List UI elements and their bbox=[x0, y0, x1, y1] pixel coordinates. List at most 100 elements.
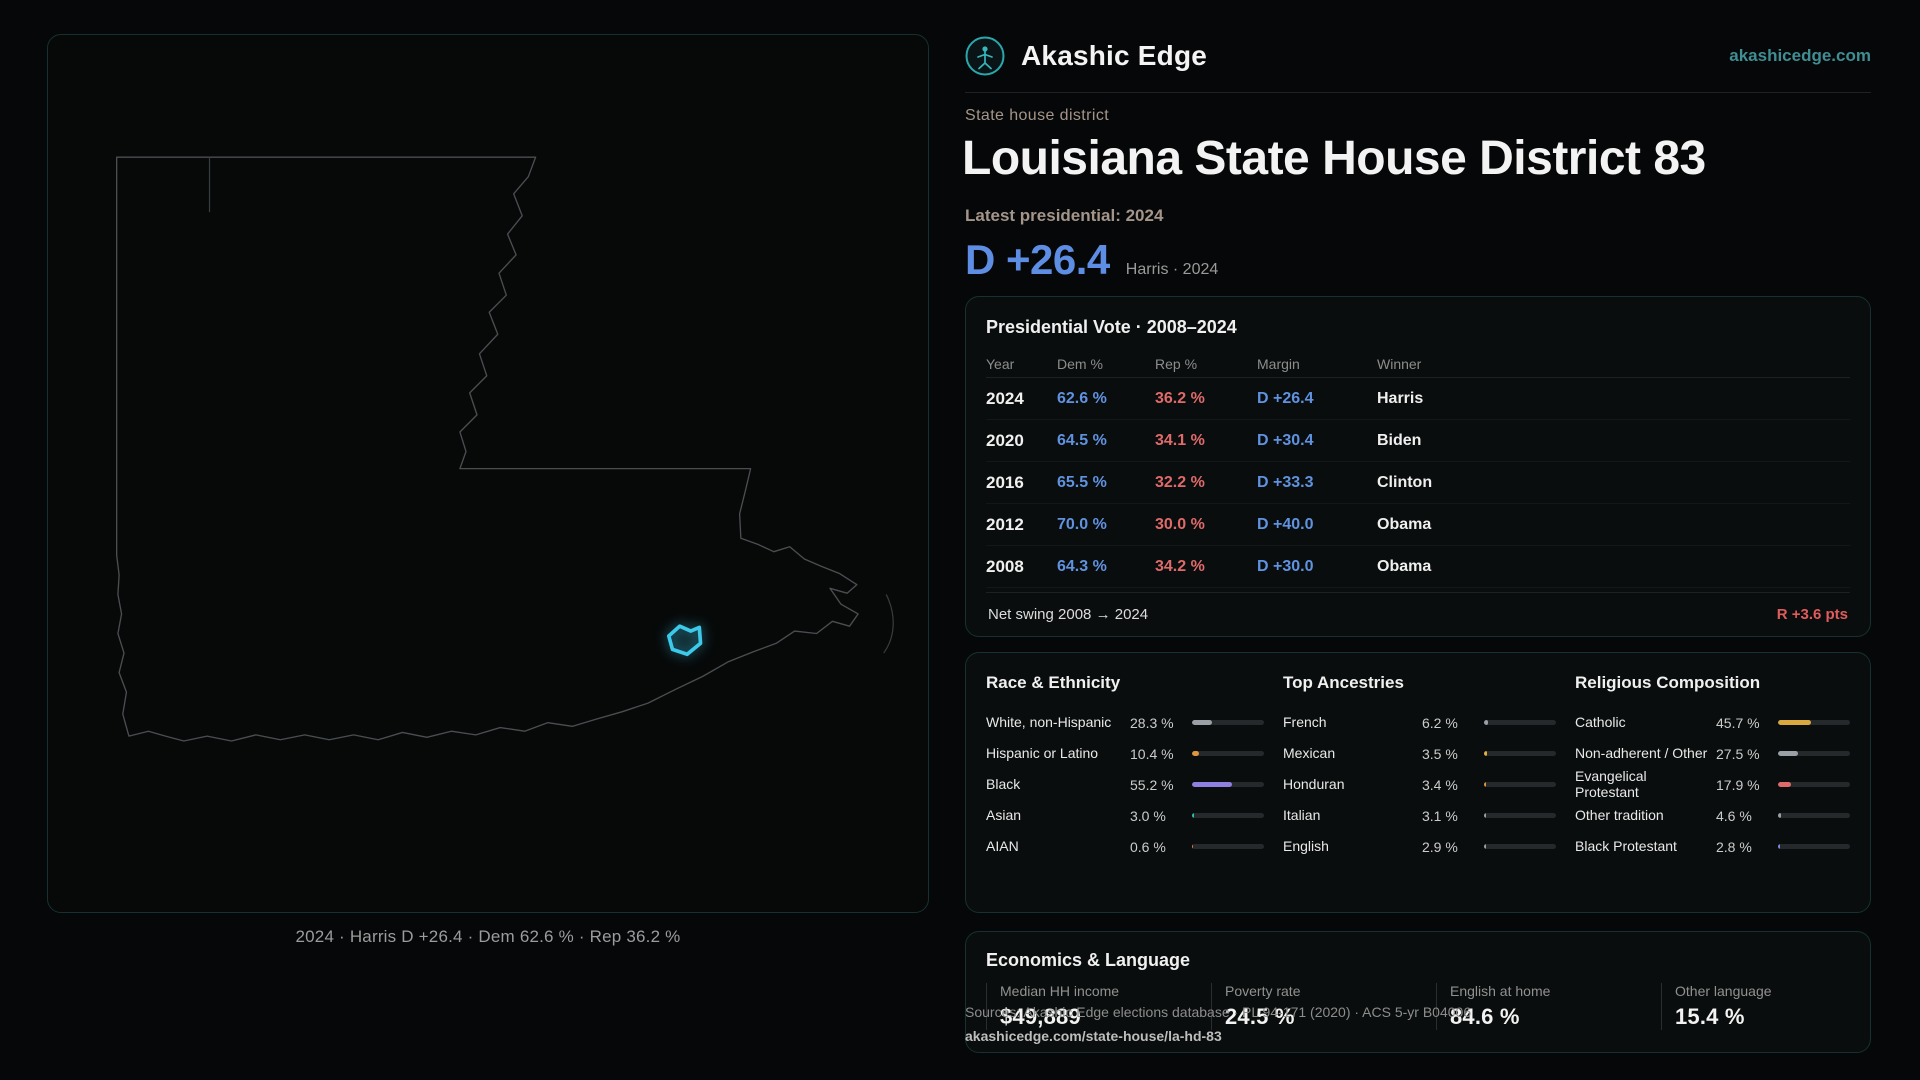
stat-other-language: Other language 15.4 % bbox=[1661, 983, 1850, 1030]
stat-value: 24.5 % bbox=[1225, 1004, 1295, 1029]
winner-cell: Obama bbox=[1377, 557, 1432, 575]
winner-cell: Biden bbox=[1377, 431, 1422, 449]
stat-value: 27.5 % bbox=[1716, 745, 1760, 762]
stat-label: French bbox=[1283, 713, 1327, 730]
stat-bar bbox=[1192, 782, 1264, 787]
religion-item: Non-adherent / Other 27.5 % bbox=[1575, 738, 1850, 769]
religion-item: Other tradition 4.6 % bbox=[1575, 800, 1850, 831]
dem-cell: 65.5 % bbox=[1057, 473, 1107, 491]
year-cell: 2020 bbox=[986, 430, 1024, 450]
religion-title: Religious Composition bbox=[1575, 673, 1761, 692]
stat-bar bbox=[1778, 720, 1850, 725]
brand-header: Akashic Edge akashicedge.com bbox=[965, 34, 1871, 78]
presidential-vote-panel: Presidential Vote · 2008–2024 Year Dem %… bbox=[965, 296, 1871, 637]
stat-poverty-rate: Poverty rate 24.5 % bbox=[1211, 983, 1436, 1030]
pres-row-2024: 2024 62.6 % 36.2 % D +26.4 Harris bbox=[986, 378, 1850, 420]
dem-cell: 62.6 % bbox=[1057, 389, 1107, 407]
stat-value: 15.4 % bbox=[1675, 1004, 1745, 1029]
stat-median-income: Median HH income $49,889 bbox=[986, 983, 1211, 1030]
religion-item: Black Protestant 2.8 % bbox=[1575, 831, 1850, 862]
ancestries-column: Top Ancestries French 6.2 % Mexican 3.5 … bbox=[1283, 673, 1556, 862]
economics-panel: Economics & Language Median HH income $4… bbox=[965, 931, 1871, 1053]
latest-presidential-label: Latest presidential: 2024 bbox=[965, 206, 1164, 225]
stat-value: 17.9 % bbox=[1716, 776, 1760, 793]
rep-cell: 36.2 % bbox=[1155, 389, 1205, 407]
stat-label: Evangelical Protestant bbox=[1575, 768, 1647, 800]
religion-column: Religious Composition Catholic 45.7 % No… bbox=[1575, 673, 1850, 862]
stat-label: Hispanic or Latino bbox=[986, 744, 1099, 761]
stat-value: 28.3 % bbox=[1130, 714, 1174, 731]
page-title: Louisiana State House District 83 bbox=[962, 132, 1706, 185]
stat-label: Catholic bbox=[1575, 713, 1626, 730]
louisiana-map bbox=[116, 156, 894, 742]
header-divider bbox=[965, 92, 1871, 93]
pres-row-2016: 2016 65.5 % 32.2 % D +33.3 Clinton bbox=[986, 462, 1850, 504]
stat-bar bbox=[1484, 751, 1556, 756]
margin-cell: D +40.0 bbox=[1257, 515, 1314, 533]
ancestry-item: French 6.2 % bbox=[1283, 707, 1556, 738]
demographics-panel: Race & Ethnicity White, non-Hispanic 28.… bbox=[965, 652, 1871, 913]
race-item: Black 55.2 % bbox=[986, 769, 1264, 800]
headline-margin-row: D +26.4 Harris · 2024 bbox=[965, 236, 1218, 284]
headline-margin-value: D +26.4 bbox=[965, 236, 1110, 283]
presidential-panel-title: Presidential Vote · 2008–2024 bbox=[986, 317, 1237, 337]
stat-label: English bbox=[1283, 837, 1329, 854]
race-item: Asian 3.0 % bbox=[986, 800, 1264, 831]
stat-value: 3.4 % bbox=[1422, 776, 1458, 793]
map-panel bbox=[47, 34, 929, 913]
stat-bar bbox=[1484, 813, 1556, 818]
stat-value: 2.9 % bbox=[1422, 838, 1458, 855]
margin-cell: D +30.0 bbox=[1257, 557, 1314, 575]
stat-label: Other language bbox=[1675, 983, 1772, 999]
net-swing-row: Net swing 2008 → 2024 R +3.6 pts bbox=[986, 592, 1850, 636]
stat-bar bbox=[1484, 720, 1556, 725]
stat-label: Mexican bbox=[1283, 744, 1336, 761]
col-dem: Dem % bbox=[1057, 355, 1103, 372]
brand-site-link[interactable]: akashicedge.com bbox=[1729, 46, 1871, 65]
stat-value: 84.6 % bbox=[1450, 1004, 1520, 1029]
map-caption: 2024 · Harris D +26.4 · Dem 62.6 % · Rep… bbox=[295, 927, 681, 946]
stat-value: 3.5 % bbox=[1422, 745, 1458, 762]
stat-value: $49,889 bbox=[1000, 1004, 1081, 1029]
stat-value: 3.1 % bbox=[1422, 807, 1458, 824]
col-year: Year bbox=[986, 355, 1015, 372]
dem-cell: 64.5 % bbox=[1057, 431, 1107, 449]
dem-cell: 64.3 % bbox=[1057, 557, 1107, 575]
stat-value: 6.2 % bbox=[1422, 714, 1458, 731]
stat-label: Honduran bbox=[1283, 775, 1345, 792]
net-swing-label: Net swing 2008 → 2024 bbox=[988, 606, 1149, 623]
ancestry-item: Italian 3.1 % bbox=[1283, 800, 1556, 831]
stat-bar bbox=[1484, 782, 1556, 787]
stat-value: 55.2 % bbox=[1130, 776, 1174, 793]
stat-bar bbox=[1192, 720, 1264, 725]
stat-value: 3.0 % bbox=[1130, 807, 1166, 824]
year-cell: 2012 bbox=[986, 514, 1024, 534]
col-winner: Winner bbox=[1377, 355, 1422, 372]
margin-cell: D +26.4 bbox=[1257, 389, 1314, 407]
col-margin: Margin bbox=[1257, 355, 1300, 372]
pres-row-2020: 2020 64.5 % 34.1 % D +30.4 Biden bbox=[986, 420, 1850, 462]
sources-note: Sources: Akashic Edge elections database… bbox=[965, 1004, 1472, 1020]
stat-value: 2.8 % bbox=[1716, 838, 1752, 855]
brand-name: Akashic Edge bbox=[1021, 40, 1208, 71]
stat-label: Non-adherent / Other bbox=[1575, 744, 1708, 761]
stat-label: Median HH income bbox=[1000, 983, 1120, 999]
stat-english-at-home: English at home 84.6 % bbox=[1436, 983, 1661, 1030]
winner-cell: Clinton bbox=[1377, 473, 1433, 491]
margin-cell: D +30.4 bbox=[1257, 431, 1314, 449]
stat-label: Other tradition bbox=[1575, 807, 1664, 823]
stat-label: Black bbox=[986, 775, 1021, 792]
akashic-edge-logo-icon bbox=[965, 36, 1005, 76]
pres-row-2008: 2008 64.3 % 34.2 % D +30.0 Obama bbox=[986, 546, 1850, 588]
permalink-link[interactable]: akashicedge.com/state-house/la-hd-83 bbox=[965, 1028, 1222, 1044]
winner-cell: Obama bbox=[1377, 515, 1432, 533]
stat-bar bbox=[1192, 844, 1264, 849]
stat-bar bbox=[1778, 844, 1850, 850]
religion-item: Catholic 45.7 % bbox=[1575, 707, 1850, 738]
stat-label: White, non-Hispanic bbox=[986, 713, 1112, 730]
district-highlight bbox=[666, 624, 703, 657]
stat-label: Asian bbox=[986, 806, 1022, 823]
net-swing-value: R +3.6 pts bbox=[1776, 606, 1848, 623]
stat-bar bbox=[1192, 751, 1264, 756]
stat-label: AIAN bbox=[986, 837, 1019, 854]
